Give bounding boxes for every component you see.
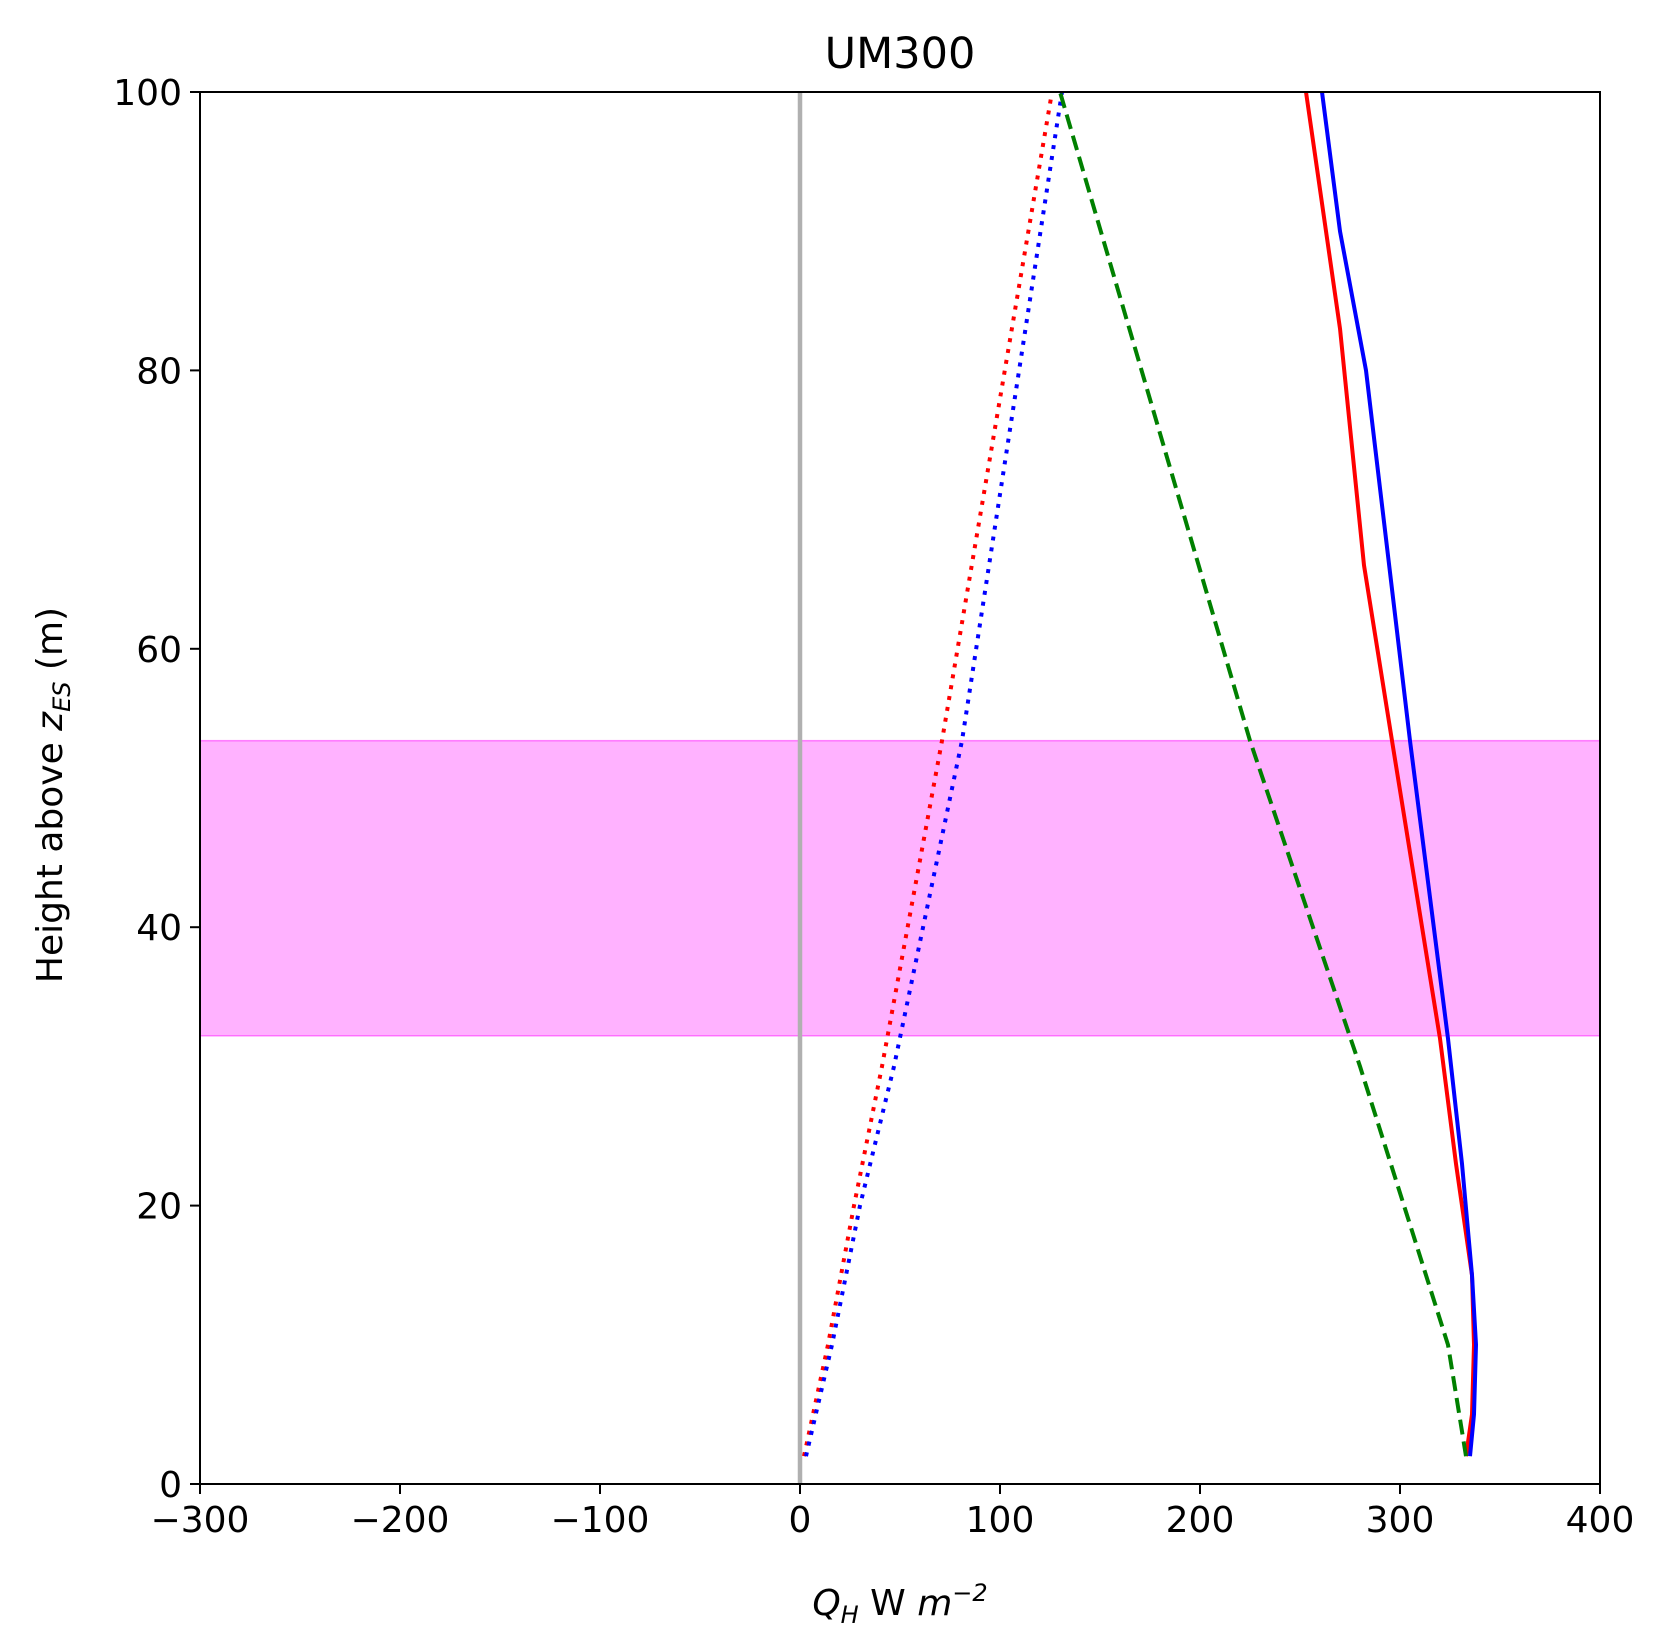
- x-tick-label: 100: [966, 1500, 1035, 1541]
- y-tick-label: 20: [136, 1187, 182, 1228]
- y-tick-label: 60: [136, 630, 182, 671]
- x-axis-label: QH W m−2: [812, 1579, 987, 1629]
- series-line-5: [1058, 91, 1468, 1457]
- x-tick-label: 400: [1566, 1500, 1635, 1541]
- y-tick-label: 40: [136, 908, 182, 949]
- series-line-3: [802, 91, 1054, 1457]
- x-tick-label: 0: [789, 1500, 812, 1541]
- x-tick-label: 200: [1166, 1500, 1235, 1541]
- chart-title: UM300: [825, 29, 976, 79]
- highlight-band: [199, 739, 1601, 1037]
- y-tick-label: 80: [136, 351, 182, 392]
- plot-area: [199, 91, 1601, 1484]
- plot-frame: [199, 91, 1601, 1485]
- x-tick-label: −300: [151, 1500, 250, 1541]
- y-axis-label: Height above zES (m): [30, 607, 76, 983]
- x-tick-label: −200: [351, 1500, 450, 1541]
- y-tick-label: 0: [159, 1465, 182, 1506]
- x-tick-label: −100: [551, 1500, 650, 1541]
- x-tick-label: 300: [1366, 1500, 1435, 1541]
- axes: −300 −200 −100 0 100 200 300 400 0 20 40 60 80 100: [113, 73, 1634, 1541]
- series-line-2: [1320, 91, 1478, 1457]
- y-tick-label: 100: [113, 73, 182, 114]
